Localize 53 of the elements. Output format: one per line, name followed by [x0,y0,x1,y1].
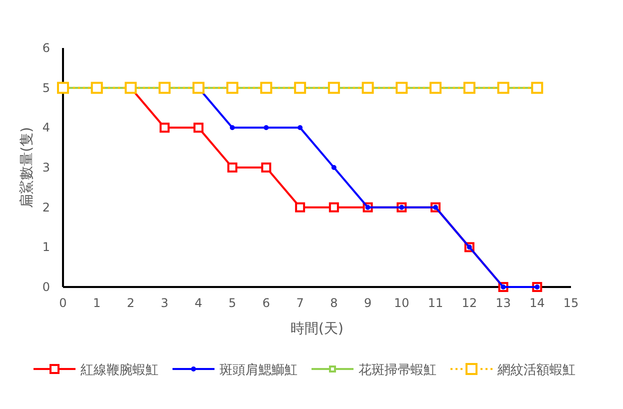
point [192,82,204,94]
point [362,82,374,94]
x-tick-label: 11 [428,296,444,310]
x-tick-label: 8 [330,296,338,310]
point [298,125,303,130]
x-tick-label: 12 [462,296,478,310]
point [260,82,272,94]
point [90,82,103,94]
y-tick-label: 3 [42,160,50,174]
y-axis-title: 扁鯊數量(隻) [19,127,35,208]
point [261,162,272,172]
point [57,82,69,94]
x-tick-label: 5 [228,296,236,310]
point [227,162,238,172]
y-tick-label: 0 [42,280,50,294]
legend-label: 斑頭肩鰓鰤魟 [220,362,298,378]
y-tick-label: 2 [42,200,50,214]
point [497,82,510,94]
y-tick-label: 5 [42,80,50,95]
x-axis-title: 時間(天) [290,321,344,337]
point [331,165,336,170]
point [328,82,340,94]
x-tick-label: 13 [496,296,511,310]
legend-label: 紅線鞭腕蝦魟 [80,363,158,378]
point [264,125,269,130]
point [396,82,408,94]
y-tick-label: 4 [42,120,50,135]
x-tick-label: 1 [93,296,101,310]
x-tick-label: 6 [262,296,270,310]
legend-label: 網紋活額蝦魟 [496,363,576,378]
point [463,82,476,94]
point [193,122,204,133]
point [295,202,306,212]
x-tick-label: 15 [563,296,579,310]
x-tick-label: 14 [529,296,545,310]
x-tick-label: 9 [364,296,372,310]
y-tick-label: 6 [42,41,50,55]
point [226,82,238,94]
x-tick-label: 3 [160,296,168,310]
point [160,122,170,133]
point [294,82,306,94]
legend-label: 花斑掃帚蝦魟 [358,363,436,378]
point [531,82,544,94]
x-tick-label: 2 [126,296,135,310]
x-tick-label: 7 [296,296,304,310]
x-tick-label: 0 [59,296,67,310]
y-tick-label: 1 [42,240,50,254]
point [158,82,171,94]
x-tick-label: 10 [394,296,410,310]
point [430,82,442,94]
x-tick-label: 4 [194,296,202,310]
point [230,125,235,130]
point [328,202,339,212]
